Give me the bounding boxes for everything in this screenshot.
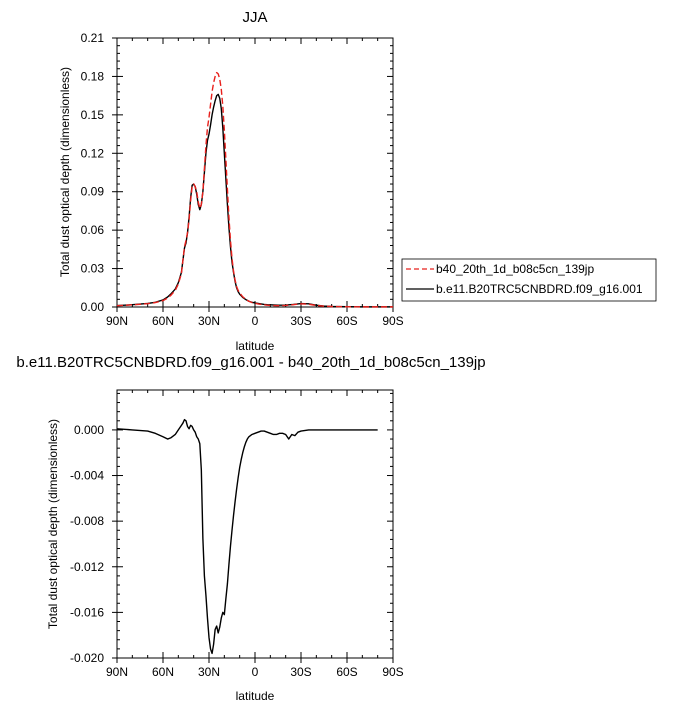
top-x-tick-label: 30S [290, 314, 311, 328]
bottom-y-tick-label: -0.008 [70, 514, 104, 528]
top-series-line-0 [116, 71, 393, 308]
top-series-line-1 [116, 93, 393, 308]
top-y-tick-label: 0.21 [81, 31, 105, 45]
bottom-y-tick-label: -0.012 [70, 560, 104, 574]
top-x-tick-label: 30N [198, 314, 220, 328]
bottom-x-tick-label: 60N [152, 665, 174, 679]
bottom-x-axis: 90N 60N 30N 0 30S 60S 90S [106, 390, 404, 679]
bottom-y-axis-label: Total dust optical depth (dimensionless) [46, 419, 60, 629]
top-x-tick-label: 0 [252, 314, 259, 328]
bottom-series-lines [116, 418, 378, 655]
legend-entry-b-e11: b.e11.B20TRC5CNBDRD.f09_g16.001 [436, 282, 643, 296]
bottom-x-tick-label: 0 [252, 665, 259, 679]
bottom-plot-title: b.e11.B20TRC5CNBDRD.f09_g16.001 - b40_20… [16, 354, 485, 371]
top-plot-title: JJA [242, 9, 267, 26]
top-x-tick-label: 60S [336, 314, 357, 328]
bottom-series-line-0 [116, 418, 378, 655]
bottom-x-tick-label: 90N [106, 665, 128, 679]
bottom-y-tick-label: -0.004 [70, 469, 104, 483]
top-plot: 90N 60N 30N 0 30S 60S 90S 0.00 0.03 0.06 0.09 0.12… [58, 9, 404, 353]
top-y-tick-label: 0.18 [81, 69, 105, 83]
bottom-x-axis-label: latitude [236, 689, 275, 703]
bottom-x-tick-label: 90S [382, 665, 403, 679]
top-y-tick-label: 0.09 [81, 185, 105, 199]
top-x-axis: 90N 60N 30N 0 30S 60S 90S [106, 38, 404, 328]
top-series-lines [116, 71, 393, 308]
top-x-tick-label: 60N [152, 314, 174, 328]
top-x-tick-label: 90S [382, 314, 403, 328]
bottom-x-tick-label: 30S [290, 665, 311, 679]
top-y-tick-label: 0.03 [81, 262, 105, 276]
bottom-y-tick-label: 0.000 [74, 423, 104, 437]
bottom-y-axis: 0.000 -0.004 -0.008 -0.012 -0.016 -0.020 [70, 392, 393, 665]
legend-entry-b40: b40_20th_1d_b08c5cn_139jp [436, 262, 594, 276]
top-x-tick-label: 90N [106, 314, 128, 328]
bottom-y-tick-label: -0.016 [70, 605, 104, 619]
top-y-tick-label: 0.15 [81, 108, 105, 122]
bottom-plot: 90N 60N 30N 0 30S 60S 90S 0.000 -0.004 -0.008 -0.… [16, 354, 485, 703]
top-y-axis-label: Total dust optical depth (dimensionless) [58, 67, 72, 277]
top-y-tick-label: 0.06 [81, 223, 105, 237]
top-y-tick-label: 0.12 [81, 146, 105, 160]
top-plot-frame [116, 37, 394, 308]
legend: b40_20th_1d_b08c5cn_139jp b.e11.B20TRC5C… [401, 258, 657, 302]
top-x-axis-label: latitude [236, 339, 275, 353]
bottom-y-tick-label: -0.020 [70, 651, 104, 665]
top-y-axis: 0.00 0.03 0.06 0.09 0.12 0.15 0.18 0.21 [81, 31, 393, 314]
legend-box [401, 258, 657, 302]
top-y-tick-label: 0.00 [81, 300, 105, 314]
bottom-x-tick-label: 60S [336, 665, 357, 679]
bottom-x-tick-label: 30N [198, 665, 220, 679]
